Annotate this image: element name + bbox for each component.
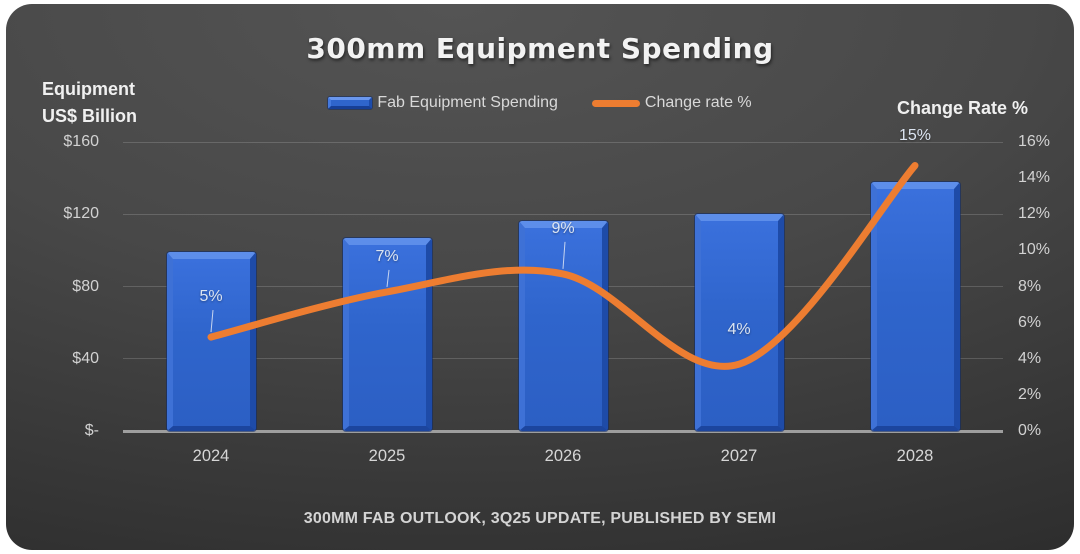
- change-rate-label-2025: 7%: [375, 247, 399, 265]
- left-axis-title-line1: Equipment: [42, 79, 135, 99]
- gridline: [123, 141, 1003, 143]
- x-axis-label-2026: 2026: [544, 447, 582, 465]
- left-axis-tick: $120: [63, 205, 99, 223]
- plot-area: 5% 7% 9% 4% 15%: [123, 127, 1003, 433]
- data-label-leader-line: [210, 310, 214, 333]
- line-series-swatch-icon: [591, 99, 640, 107]
- left-axis-title: Equipment US$ Billion: [42, 76, 137, 130]
- legend-item-change-rate: Change rate %: [591, 94, 752, 112]
- right-axis-tick: 12%: [1018, 205, 1051, 223]
- left-axis-title-line2: US$ Billion: [42, 106, 138, 126]
- right-axis-tick: 6%: [1018, 313, 1042, 331]
- chart-title: 300mm Equipment Spending: [306, 32, 774, 65]
- right-axis-tick: 2%: [1018, 385, 1042, 403]
- x-axis-label-2025: 2025: [368, 447, 406, 465]
- x-axis-label-2028: 2028: [896, 447, 934, 465]
- right-axis-tick: 0%: [1018, 422, 1042, 439]
- legend-label: Fab Equipment Spending: [377, 94, 558, 111]
- x-axis-line: [123, 429, 1003, 433]
- change-rate-label-2028: 15%: [898, 127, 932, 145]
- bar-2028: [870, 181, 960, 431]
- right-axis-tick: 10%: [1018, 241, 1051, 259]
- data-label-leader-line: [562, 241, 566, 269]
- bar-2027: [694, 214, 784, 431]
- right-axis-tick: 16%: [1018, 133, 1051, 150]
- x-axis-label-2024: 2024: [192, 447, 230, 465]
- left-axis-tick: $40: [72, 349, 99, 367]
- change-rate-line: [207, 162, 919, 370]
- source-note: 300MM FAB OUTLOOK, 3Q25 UPDATE, PUBLISHE…: [303, 510, 777, 527]
- change-rate-label-2024: 5%: [199, 288, 223, 306]
- right-axis-tick: 4%: [1018, 349, 1042, 367]
- bar-series-swatch-icon: [328, 97, 373, 109]
- bar-2024: [166, 252, 256, 431]
- bar-2025: [342, 237, 432, 431]
- left-axis-tick: $-: [84, 422, 99, 439]
- change-rate-line-svg: [207, 162, 919, 370]
- bar-2026: [518, 221, 608, 431]
- left-axis-tick: $80: [72, 277, 99, 295]
- change-rate-label-2027: 4%: [727, 321, 751, 339]
- right-axis-tick: 14%: [1018, 169, 1051, 187]
- gridline: [123, 213, 1003, 215]
- chart-card: 300mm Equipment Spending Equipment US$ B…: [6, 4, 1074, 550]
- x-axis-label-2027: 2027: [720, 447, 758, 465]
- change-rate-label-2026: 9%: [551, 219, 575, 237]
- right-axis-title: Change Rate %: [896, 98, 1028, 118]
- left-axis-tick: $160: [63, 133, 99, 150]
- legend-item-fab-equipment-spending: Fab Equipment Spending: [328, 94, 558, 112]
- right-axis-tick: 8%: [1018, 277, 1042, 295]
- legend: Fab Equipment Spending Change rate %: [6, 94, 1074, 112]
- data-label-leader-line: [386, 269, 390, 287]
- legend-label: Change rate %: [644, 94, 752, 111]
